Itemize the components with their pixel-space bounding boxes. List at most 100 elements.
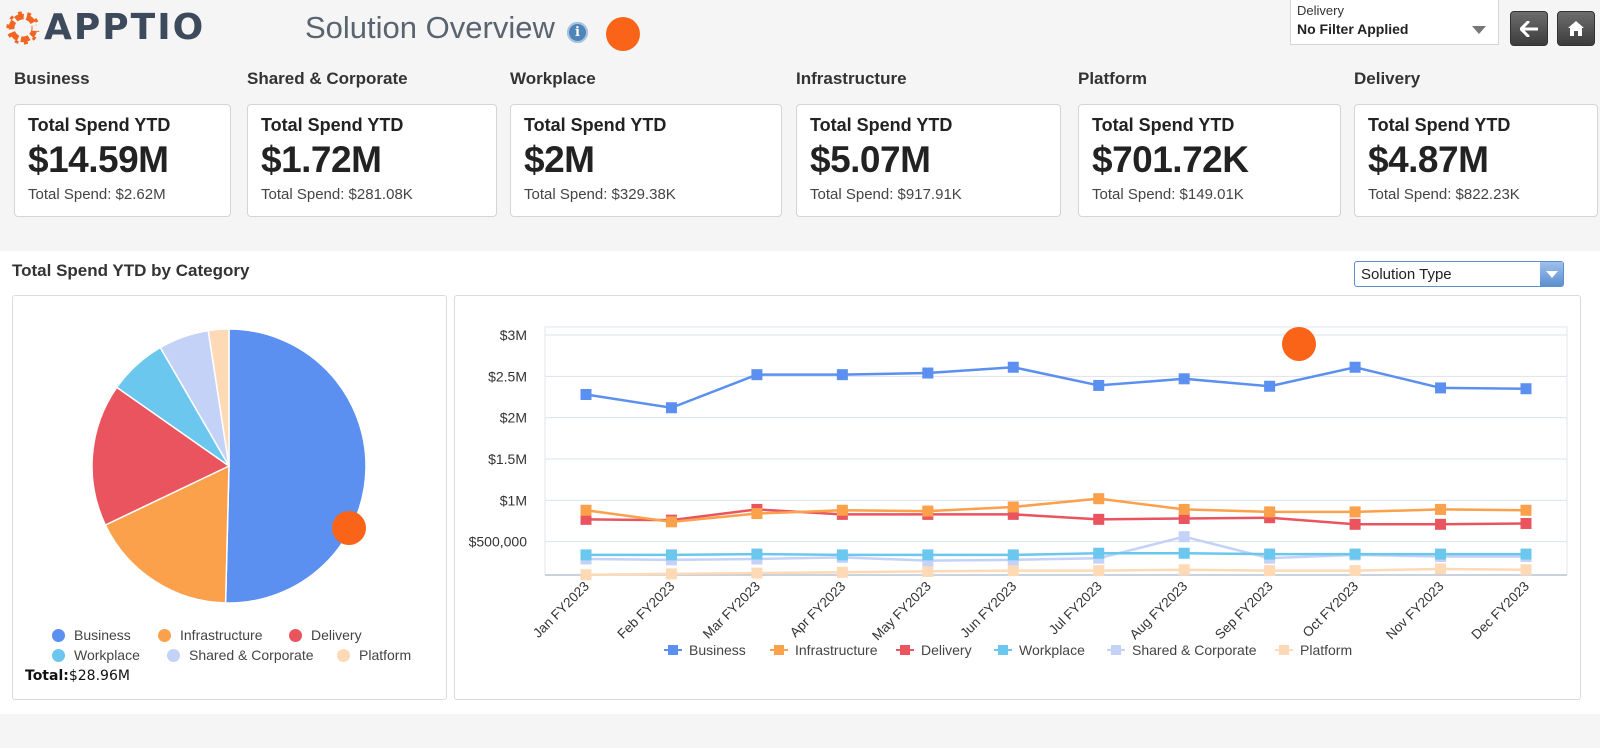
- data-point-workplace[interactable]: [665, 549, 677, 561]
- series-line-platform[interactable]: [585, 567, 1527, 576]
- data-point-business[interactable]: [836, 369, 848, 381]
- data-point-infrastructure[interactable]: [1349, 506, 1361, 518]
- data-point-business[interactable]: [1264, 380, 1276, 392]
- data-point-shared-corporate[interactable]: [922, 555, 934, 567]
- data-point-delivery[interactable]: [580, 513, 592, 525]
- delivery-filter[interactable]: Delivery No Filter Applied: [1290, 0, 1499, 45]
- data-point-infrastructure[interactable]: [922, 505, 934, 517]
- data-point-platform[interactable]: [1520, 564, 1532, 576]
- info-icon[interactable]: i: [567, 22, 588, 43]
- data-point-workplace[interactable]: [1007, 549, 1019, 561]
- data-point-business[interactable]: [580, 389, 592, 401]
- data-point-business[interactable]: [1093, 379, 1105, 391]
- data-point-workplace[interactable]: [836, 549, 848, 561]
- data-point-platform[interactable]: [751, 567, 763, 579]
- legend-marker[interactable]: [668, 645, 678, 655]
- series-line-shared-corporate[interactable]: [585, 535, 1526, 562]
- legend-marker[interactable]: [1111, 645, 1121, 655]
- series-line-business[interactable]: [585, 365, 1527, 410]
- kpi-card-workplace[interactable]: Total Spend YTD $2M Total Spend: $329.38…: [510, 104, 782, 217]
- data-point-delivery[interactable]: [1264, 512, 1276, 524]
- data-point-platform[interactable]: [836, 566, 848, 578]
- data-point-infrastructure[interactable]: [580, 504, 592, 516]
- data-point-infrastructure[interactable]: [665, 516, 677, 528]
- legend-label[interactable]: Delivery: [921, 642, 972, 658]
- data-point-business[interactable]: [1349, 361, 1361, 373]
- kpi-label: Total Spend YTD: [1368, 115, 1511, 135]
- legend-marker[interactable]: [900, 645, 910, 655]
- data-point-infrastructure[interactable]: [1435, 503, 1447, 515]
- data-point-business[interactable]: [1178, 373, 1190, 385]
- kpi-card-shared-corporate[interactable]: Total Spend YTD $1.72M Total Spend: $281…: [247, 104, 497, 217]
- pie-slice-delivery[interactable]: [91, 386, 231, 527]
- data-point-delivery[interactable]: [1178, 513, 1190, 525]
- data-point-infrastructure[interactable]: [1093, 493, 1105, 505]
- legend-item-delivery[interactable]: Delivery: [289, 627, 362, 643]
- data-point-workplace[interactable]: [1093, 547, 1105, 559]
- data-point-delivery[interactable]: [1007, 508, 1019, 520]
- legend-label[interactable]: Shared & Corporate: [1132, 642, 1257, 658]
- home-button[interactable]: [1557, 11, 1595, 46]
- back-button[interactable]: [1510, 11, 1548, 46]
- pie-slice-infrastructure[interactable]: [104, 464, 230, 604]
- data-point-platform[interactable]: [580, 569, 592, 581]
- data-point-workplace[interactable]: [580, 549, 592, 561]
- series-line-delivery[interactable]: [585, 508, 1527, 526]
- data-point-infrastructure[interactable]: [1264, 506, 1276, 518]
- pie-slice-platform[interactable]: [207, 328, 230, 467]
- legend-label[interactable]: Infrastructure: [795, 642, 878, 658]
- legend-item-platform[interactable]: Platform: [337, 647, 411, 663]
- data-point-platform[interactable]: [1435, 563, 1447, 575]
- data-point-platform[interactable]: [1178, 564, 1190, 576]
- legend-item-business[interactable]: Business: [52, 627, 131, 643]
- data-point-workplace[interactable]: [1520, 548, 1532, 560]
- legend-item-workplace[interactable]: Workplace: [52, 647, 140, 663]
- data-point-business[interactable]: [1520, 383, 1532, 395]
- data-point-platform[interactable]: [922, 565, 934, 577]
- data-point-business[interactable]: [1435, 382, 1447, 394]
- legend-label[interactable]: Workplace: [1019, 642, 1085, 658]
- data-point-infrastructure[interactable]: [1178, 503, 1190, 515]
- data-point-delivery[interactable]: [1349, 518, 1361, 530]
- dropdown-toggle[interactable]: [1540, 262, 1563, 286]
- data-point-shared-corporate[interactable]: [1178, 531, 1190, 543]
- kpi-card-platform[interactable]: Total Spend YTD $701.72K Total Spend: $1…: [1078, 104, 1341, 217]
- data-point-platform[interactable]: [1093, 565, 1105, 577]
- legend-item-shared-corporate[interactable]: Shared & Corporate: [167, 647, 314, 663]
- data-point-workplace[interactable]: [1435, 548, 1447, 560]
- series-line-infrastructure[interactable]: [585, 497, 1527, 524]
- data-point-platform[interactable]: [665, 568, 677, 580]
- legend-item-infrastructure[interactable]: Infrastructure: [158, 627, 262, 643]
- legend-marker[interactable]: [1279, 645, 1289, 655]
- data-point-workplace[interactable]: [1264, 548, 1276, 560]
- legend-marker[interactable]: [998, 645, 1008, 655]
- series-line-workplace[interactable]: [586, 551, 1526, 557]
- data-point-workplace[interactable]: [1349, 548, 1361, 560]
- data-point-infrastructure[interactable]: [836, 504, 848, 516]
- data-point-delivery[interactable]: [1435, 518, 1447, 530]
- data-point-platform[interactable]: [1007, 565, 1019, 577]
- data-point-platform[interactable]: [1349, 565, 1361, 577]
- legend-marker[interactable]: [774, 645, 784, 655]
- data-point-platform[interactable]: [1264, 565, 1276, 577]
- data-point-infrastructure[interactable]: [1520, 504, 1532, 516]
- data-point-infrastructure[interactable]: [751, 508, 763, 520]
- data-point-workplace[interactable]: [751, 548, 763, 560]
- data-point-workplace[interactable]: [1178, 547, 1190, 559]
- data-point-infrastructure[interactable]: [1007, 501, 1019, 513]
- data-point-business[interactable]: [665, 402, 677, 414]
- kpi-card-business[interactable]: Total Spend YTD $14.59M Total Spend: $2.…: [14, 104, 231, 217]
- data-point-business[interactable]: [751, 369, 763, 381]
- apptio-logo[interactable]: APPTIO: [4, 6, 205, 50]
- data-point-workplace[interactable]: [922, 549, 934, 561]
- legend-label[interactable]: Business: [689, 642, 746, 658]
- kpi-card-delivery[interactable]: Total Spend YTD $4.87M Total Spend: $822…: [1354, 104, 1598, 217]
- data-point-business[interactable]: [922, 367, 934, 379]
- pie-slice-business[interactable]: [224, 328, 367, 604]
- data-point-business[interactable]: [1007, 361, 1019, 373]
- solution-type-dropdown[interactable]: Solution Type: [1354, 261, 1564, 287]
- legend-label[interactable]: Platform: [1300, 642, 1352, 658]
- data-point-delivery[interactable]: [1520, 517, 1532, 529]
- data-point-delivery[interactable]: [1093, 513, 1105, 525]
- kpi-card-infrastructure[interactable]: Total Spend YTD $5.07M Total Spend: $917…: [796, 104, 1061, 217]
